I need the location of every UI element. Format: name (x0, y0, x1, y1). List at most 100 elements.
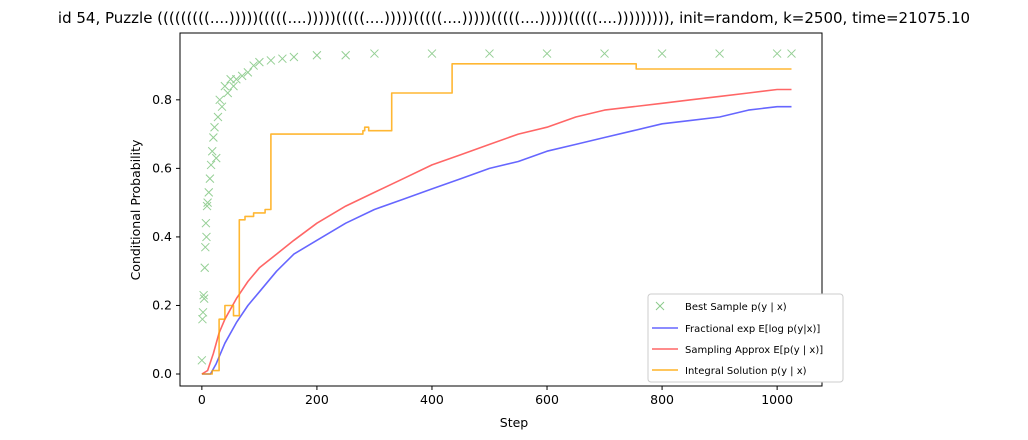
legend-label: Integral Solution p(y | x) (685, 366, 807, 377)
marker-stroke (715, 49, 724, 58)
series-layer (197, 49, 796, 375)
marker-stroke (202, 232, 211, 242)
y-axis: 0.0 0.2 0.4 0.6 0.8 (152, 92, 180, 381)
data-point-x-marker (657, 49, 667, 58)
marker-stroke (202, 201, 212, 211)
marker-stroke (657, 49, 667, 58)
data-point-x-marker (278, 54, 287, 64)
data-point-x-marker (243, 68, 253, 77)
marker-stroke (209, 133, 218, 142)
legend: Best Sample p(y | x) Fractional exp E[lo… (647, 293, 844, 383)
data-point-x-marker (772, 49, 782, 58)
data-point-x-marker (197, 355, 207, 365)
data-point-x-marker (237, 71, 247, 81)
x-tick-label: 200 (305, 392, 329, 407)
marker-stroke (211, 153, 221, 163)
marker-stroke (220, 81, 230, 91)
series-best-sample (197, 49, 796, 365)
data-point-x-marker (289, 52, 299, 62)
y-tick-label: 0.8 (152, 92, 172, 107)
data-point-x-marker (200, 263, 210, 273)
marker-stroke (198, 307, 208, 317)
series-sampling-approx-line (201, 88, 792, 375)
x-tick-label: 600 (535, 392, 559, 407)
legend-label: Sampling Approx E[p(y | x)] (685, 345, 823, 356)
marker-stroke (199, 290, 208, 300)
marker-stroke (200, 263, 210, 273)
marker-stroke (341, 50, 351, 60)
marker-stroke (278, 54, 287, 64)
marker-stroke (206, 160, 216, 170)
legend-entry-integral: Integral Solution p(y | x) (652, 366, 807, 377)
marker-stroke (213, 112, 223, 122)
marker-stroke (232, 74, 241, 84)
marker-stroke (203, 198, 212, 207)
marker-stroke (207, 146, 217, 156)
marker-stroke (312, 50, 322, 60)
data-point-x-marker (210, 122, 219, 132)
data-point-x-marker (229, 81, 238, 91)
y-tick-label: 0.2 (152, 297, 172, 312)
legend-box (647, 293, 844, 383)
data-point-x-marker (206, 160, 216, 170)
data-point-x-marker (205, 174, 215, 184)
marker-stroke (289, 52, 299, 62)
marker-stroke (237, 71, 247, 81)
data-point-x-marker (202, 201, 212, 211)
data-point-x-marker (427, 49, 437, 58)
legend-entry-sampling: Sampling Approx E[p(y | x)] (652, 345, 823, 356)
marker-stroke (197, 355, 207, 365)
y-tick-label: 0.0 (152, 366, 172, 381)
data-point-x-marker (370, 49, 379, 58)
x-tick-label: 800 (650, 392, 674, 407)
data-point-x-marker (312, 50, 322, 60)
x-axis: 0 200 400 600 800 1000 (198, 386, 793, 407)
legend-marker-x (655, 301, 665, 311)
legend-entry-fractional: Fractional exp E[log p(y|x)] (652, 324, 820, 335)
data-point-x-marker (204, 188, 214, 197)
data-point-x-marker (203, 198, 212, 207)
data-point-x-marker (255, 57, 264, 67)
data-point-x-marker (266, 56, 276, 65)
chart-title: id 54, Puzzle (((((((((....)))))(((((...… (58, 9, 970, 27)
marker-stroke (255, 57, 264, 67)
data-point-x-marker (217, 102, 227, 112)
marker-stroke (200, 242, 210, 252)
marker-stroke (485, 49, 494, 58)
data-point-x-marker (232, 74, 241, 84)
marker-stroke (600, 49, 609, 58)
data-point-x-marker (198, 307, 208, 317)
marker-stroke (787, 49, 796, 58)
marker-stroke (205, 174, 215, 184)
marker-stroke (223, 88, 233, 98)
data-point-x-marker (249, 61, 258, 70)
y-tick-label: 0.4 (152, 229, 172, 244)
marker-stroke (229, 81, 238, 91)
marker-stroke (199, 294, 209, 303)
data-point-x-marker (223, 88, 233, 98)
data-point-x-marker (787, 49, 796, 58)
marker-stroke (427, 49, 437, 58)
data-point-x-marker (211, 153, 221, 163)
data-point-x-marker (198, 314, 207, 324)
series-fractional-line (201, 105, 792, 375)
data-point-x-marker (485, 49, 494, 58)
marker-stroke (266, 56, 276, 65)
data-point-x-marker (215, 95, 225, 105)
data-point-x-marker (220, 81, 230, 91)
x-tick-label: 1000 (761, 392, 793, 407)
x-tick-label: 400 (420, 392, 444, 407)
data-point-x-marker (600, 49, 609, 58)
data-point-x-marker (209, 133, 218, 142)
data-point-x-marker (199, 290, 208, 300)
legend-label: Fractional exp E[log p(y|x)] (685, 324, 820, 335)
data-point-x-marker (715, 49, 724, 58)
x-axis-label: Step (500, 415, 529, 430)
data-point-x-marker (199, 294, 209, 303)
data-point-x-marker (213, 112, 223, 122)
series-integral-solution-line (201, 63, 792, 375)
data-point-x-marker (201, 218, 211, 228)
x-tick-label: 0 (198, 392, 206, 407)
data-point-x-marker (542, 49, 552, 58)
